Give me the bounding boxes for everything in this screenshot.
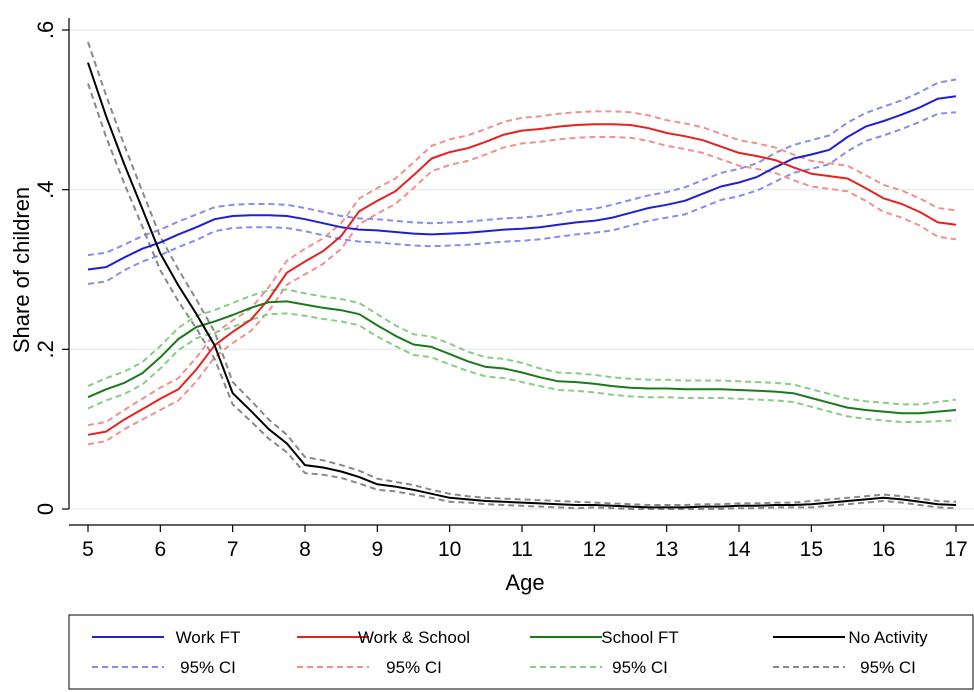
work-school-ci-lower-line	[87, 136, 957, 446]
legend-label-7: 95% CI	[860, 658, 916, 677]
x-tick-label-0: 5	[82, 538, 94, 561]
x-tick-label-11: 16	[872, 538, 895, 561]
x-tick-label-6: 11	[511, 538, 533, 561]
x-axis-label: Age	[505, 570, 544, 595]
x-tick-label-2: 7	[227, 538, 239, 561]
x-tick-label-4: 9	[371, 538, 383, 561]
x-tick-label-3: 8	[299, 538, 311, 561]
x-tick-label-12: 17	[944, 538, 967, 561]
school-ft-ci-lower-line	[87, 312, 957, 423]
no-activity-series-line	[87, 62, 957, 509]
legend-label-5: 95% CI	[386, 658, 442, 677]
legend-label-6: 95% CI	[612, 658, 668, 677]
y-ticks: 0 .2 .4 .6	[33, 21, 69, 515]
legend-label-1: Work & School	[358, 628, 470, 647]
work-ft-ci-upper-line	[87, 78, 957, 257]
school-ft-ci-upper-line	[87, 288, 957, 406]
no-activity-ci-lower-line	[87, 83, 957, 510]
series-lines	[87, 62, 957, 509]
work-school-series-line	[87, 123, 957, 436]
x-tick-label-7: 12	[583, 538, 606, 561]
x-tick-label-10: 15	[800, 538, 823, 561]
y-tick-label-1: .2	[33, 340, 58, 358]
x-tick-label-1: 6	[154, 538, 166, 561]
x-ticks: 5 6 7 8 9 10 11 12 13 14 15 16 17	[82, 525, 968, 561]
legend-label-0: Work FT	[176, 628, 241, 647]
school-ft-series-line	[87, 300, 957, 415]
no-activity-ci-upper-line	[87, 41, 957, 506]
legend-label-4: 95% CI	[180, 658, 236, 677]
y-axis-label: Share of children	[9, 187, 34, 353]
y-tick-label-2: .4	[33, 180, 58, 198]
legend: Work FT Work & School School FT No Activity…	[92, 628, 928, 677]
grid-lines	[69, 29, 974, 510]
work-ft-series-line	[87, 95, 957, 271]
x-tick-label-9: 14	[727, 538, 751, 561]
legend-label-2: School FT	[601, 628, 678, 647]
x-tick-label-5: 10	[438, 538, 461, 561]
legend-label-3: No Activity	[848, 628, 928, 647]
work-school-ci-upper-line	[87, 110, 957, 427]
y-tick-label-3: .6	[33, 21, 58, 39]
y-tick-label-0: 0	[33, 503, 58, 515]
confidence-interval-lines	[87, 41, 957, 510]
x-tick-label-8: 13	[655, 538, 678, 561]
legend-box	[68, 614, 974, 690]
